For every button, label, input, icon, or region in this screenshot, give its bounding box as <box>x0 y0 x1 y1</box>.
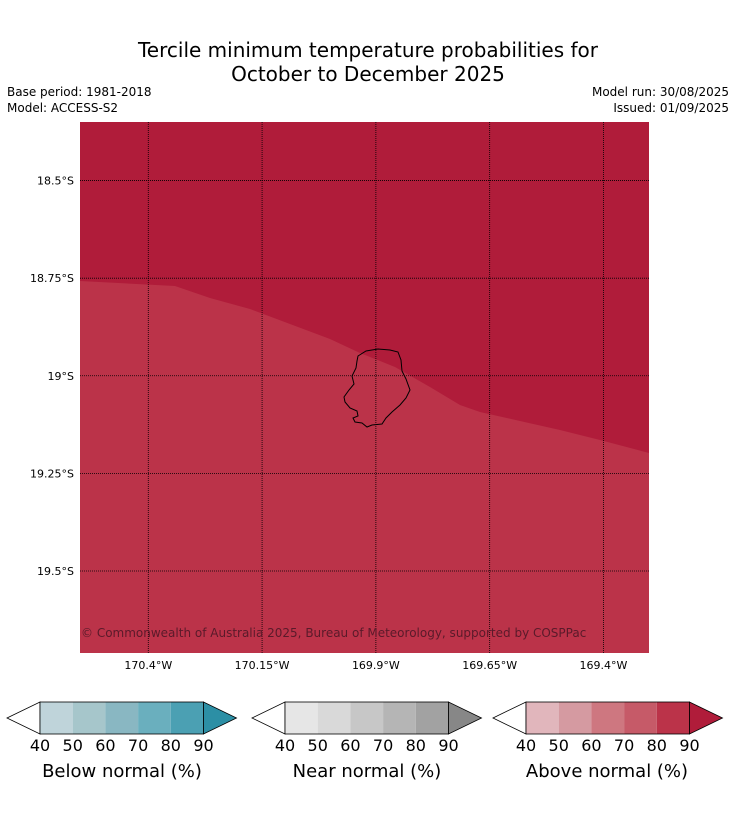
colorbar-extend-max <box>689 701 724 735</box>
colorbar-tick-label: 90 <box>438 736 458 755</box>
colorbar: 40 50 60 70 80 90 <box>251 701 483 755</box>
lat-tick-label: 19.5°S <box>37 565 74 578</box>
colorbar-cell <box>170 702 204 734</box>
colorbar-cell <box>591 702 625 734</box>
island-coastline <box>343 348 411 428</box>
colorbar-tick-label: 90 <box>679 736 699 755</box>
colorbar-tick-label: 60 <box>95 736 115 755</box>
colorbar-cell <box>40 702 73 734</box>
colorbar-extend-min <box>6 701 41 735</box>
colorbar-tick-label: 80 <box>161 736 181 755</box>
title-line-1: Tercile minimum temperature probabilitie… <box>137 38 599 62</box>
lon-tick-label: 169.9°W <box>352 659 400 672</box>
lon-tick-label: 170.4°W <box>124 659 172 672</box>
model-run: Model run: 30/08/2025 <box>591 85 729 99</box>
colorbar-tick-label: 40 <box>30 736 50 755</box>
lat-tick-label: 18.5°S <box>37 175 74 188</box>
metadata-left: Base period: 1981-2018 Model: ACCESS-S2 <box>7 84 152 116</box>
colorbar-tick-label: 70 <box>614 736 634 755</box>
colorbar-label-near: Near normal (%) <box>292 761 442 782</box>
colorbar-cell <box>350 702 384 734</box>
colorbar-tick-label: 50 <box>549 736 569 755</box>
colorbar-cell <box>72 702 106 734</box>
colorbar-tick-label: 90 <box>193 736 213 755</box>
model-name: Model: ACCESS-S2 <box>7 101 119 115</box>
latitude-labels: 18.5°S 18.75°S 19°S 19.25°S 19.5°S <box>30 175 74 578</box>
colorbar-extend-max <box>203 701 238 735</box>
colorbar-legends: 40 50 60 70 80 90 40 50 60 70 80 90 40 50 60 70 80 90 <box>6 701 724 755</box>
colorbar-tick-label: 60 <box>581 736 601 755</box>
colorbar-cell <box>285 702 318 734</box>
lat-tick-label: 19°S <box>48 370 74 383</box>
metadata-right: Model run: 30/08/2025 Issued: 01/09/2025 <box>592 84 729 116</box>
colorbar-extend-min <box>251 701 286 735</box>
colorbar-cell <box>526 702 559 734</box>
colorbar: 40 50 60 70 80 90 <box>6 701 238 755</box>
colorbar-label-above: Above normal (%) <box>525 761 689 782</box>
colorbar-extend-min <box>492 701 527 735</box>
lat-tick-label: 19.25°S <box>30 467 74 480</box>
colorbar-cell <box>317 702 351 734</box>
colorbar-tick-label: 50 <box>308 736 328 755</box>
colorbar-tick-label: 40 <box>275 736 295 755</box>
colorbar-tick-label: 50 <box>63 736 83 755</box>
colorbar-label-below: Below normal (%) <box>42 761 202 782</box>
colorbar-tick-label: 80 <box>647 736 667 755</box>
longitude-labels: 170.4°W 170.15°W 169.9°W 169.65°W 169.4°W <box>124 659 627 672</box>
base-period: Base period: 1981-2018 <box>7 85 152 99</box>
colorbar-cell <box>138 702 171 734</box>
lon-tick-label: 170.15°W <box>235 659 290 672</box>
lon-tick-label: 169.65°W <box>462 659 517 672</box>
colorbar-tick-label: 70 <box>373 736 393 755</box>
region-above-normal-80-90 <box>80 281 649 653</box>
map-title: Tercile minimum temperature probabilitie… <box>0 38 736 86</box>
issued-date: Issued: 01/09/2025 <box>613 101 729 115</box>
colorbar-cell <box>656 702 690 734</box>
colorbar-tick-label: 40 <box>516 736 536 755</box>
colorbar-tick-label: 60 <box>340 736 360 755</box>
colorbar-extend-max <box>448 701 483 735</box>
lon-tick-label: 169.4°W <box>580 659 628 672</box>
lat-tick-label: 18.75°S <box>30 272 74 285</box>
colorbar: 40 50 60 70 80 90 <box>492 701 724 755</box>
copyright-notice: © Commonwealth of Australia 2025, Bureau… <box>81 626 586 640</box>
colorbar-cell <box>558 702 592 734</box>
title-line-2: October to December 2025 <box>231 62 505 86</box>
colorbar-cell <box>624 702 657 734</box>
colorbar-cell <box>105 702 139 734</box>
colorbar-tick-label: 70 <box>128 736 148 755</box>
colorbar-cell <box>383 702 416 734</box>
colorbar-cell <box>415 702 449 734</box>
graticule <box>80 122 649 653</box>
colorbar-tick-label: 80 <box>406 736 426 755</box>
